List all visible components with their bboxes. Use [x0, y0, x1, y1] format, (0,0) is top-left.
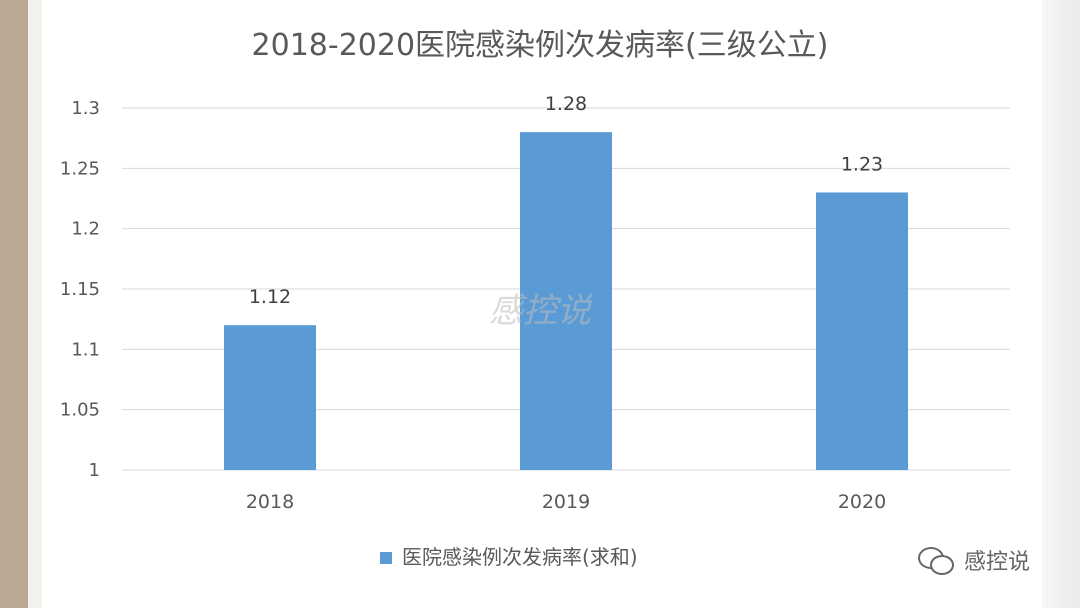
legend-label: 医院感染例次发病率(求和)	[402, 545, 638, 569]
y-tick-label: 1.05	[60, 400, 100, 421]
bar-data-label: 1.12	[249, 286, 291, 308]
bar-2018	[224, 325, 316, 470]
bar-data-labels: 1.12 1.28 1.23	[249, 93, 883, 308]
brand-watermark-text: 感控说	[964, 550, 1031, 575]
right-decorative-strip	[1042, 0, 1080, 608]
bar-2019	[520, 132, 612, 470]
center-watermark: 感控说	[489, 291, 593, 331]
bars	[224, 132, 908, 470]
x-tick-label: 2020	[838, 491, 886, 513]
legend-swatch	[380, 552, 392, 564]
y-tick-label: 1.25	[60, 158, 100, 179]
chart-title: 2018-2020医院感染例次发病率(三级公立)	[252, 28, 829, 63]
bar-data-label: 1.23	[841, 153, 883, 175]
y-axis-tick-labels: 1 1.05 1.1 1.15 1.2 1.25 1.3	[60, 98, 100, 481]
y-tick-label: 1.1	[71, 339, 100, 360]
y-tick-label: 1.15	[60, 279, 100, 300]
wechat-icon	[918, 545, 956, 575]
bar-data-label: 1.28	[545, 93, 587, 115]
bar-2020	[816, 192, 908, 470]
chart-legend: 医院感染例次发病率(求和)	[380, 545, 638, 569]
y-tick-label: 1.2	[71, 219, 100, 240]
y-tick-label: 1.3	[71, 98, 100, 119]
x-tick-label: 2019	[542, 491, 590, 513]
x-axis-tick-labels: 2018 2019 2020	[246, 491, 886, 513]
x-tick-label: 2018	[246, 491, 294, 513]
brand-watermark: 感控说	[918, 544, 1030, 576]
left-decorative-strip	[0, 0, 28, 608]
y-tick-label: 1	[89, 460, 100, 481]
